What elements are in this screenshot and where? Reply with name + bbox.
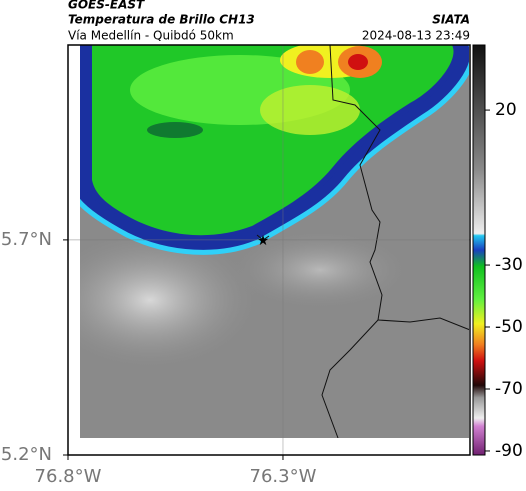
station-marker: ★ [257,233,270,249]
y-tick-label: 5.2°N [1,444,52,465]
border-line [377,317,469,331]
title: GOES-EAST [68,0,145,12]
x-tick-label: 76.3°W [250,466,317,487]
map-frame [67,44,471,456]
colorbar [472,44,486,456]
cloud-yellow [260,85,360,135]
light-patch [230,230,410,310]
colorbar-tick-label: 20 [495,100,517,120]
cloud-orange [296,50,324,74]
satellite-image [80,45,469,438]
cloud-dark-green [147,122,203,138]
subtitle: Temperatura de Brillo CH13 [68,13,255,27]
source: SIATA [432,13,470,27]
timestamp: 2024-08-13 23:49 [362,29,470,43]
border-line [321,45,383,438]
y-tick-label: 5.7°N [1,229,52,250]
light-patch [80,230,260,370]
x-tick-label: 76.8°W [35,466,102,487]
colorbar-tick-label: -50 [495,317,523,337]
cloud-red [348,54,368,70]
colorbar-tick-label: -70 [495,379,523,399]
colorbar-tick-label: -30 [495,255,523,275]
route: Vía Medellín - Quibdó 50km [68,29,234,43]
colorbar-tick-label: -90 [495,441,523,461]
